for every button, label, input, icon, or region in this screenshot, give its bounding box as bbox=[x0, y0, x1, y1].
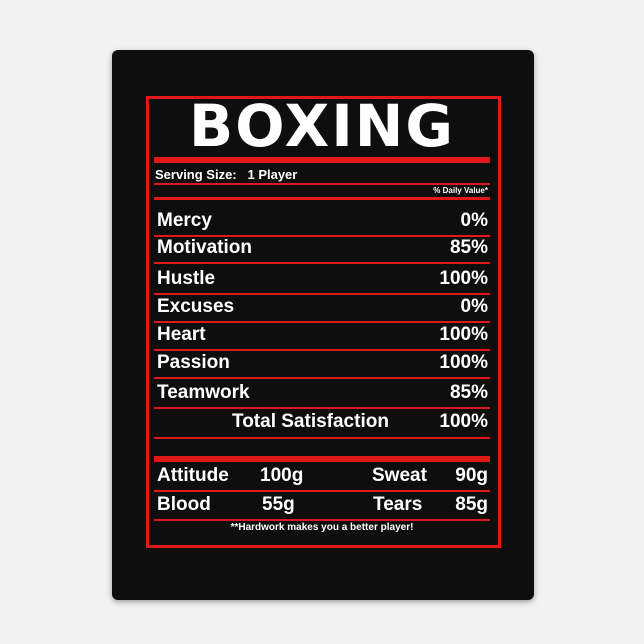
nutrient-value: 100% bbox=[439, 352, 488, 373]
nutrient-value: 0% bbox=[460, 210, 488, 231]
divider bbox=[154, 519, 490, 521]
label-frame bbox=[146, 96, 501, 548]
gram-label: Tears bbox=[373, 494, 423, 515]
divider bbox=[154, 321, 490, 323]
nutrient-value: 85% bbox=[449, 382, 488, 403]
divider bbox=[154, 197, 490, 200]
gram-label: Blood bbox=[157, 494, 211, 515]
daily-value-label: % Daily Value* bbox=[433, 186, 488, 195]
gram-label: Sweat bbox=[372, 465, 427, 486]
divider bbox=[154, 293, 490, 295]
divider bbox=[154, 490, 490, 492]
total-label: Total Satisfaction bbox=[232, 411, 389, 432]
gram-value: 100g bbox=[260, 465, 304, 486]
nutrient-label: Motivation bbox=[157, 237, 252, 258]
nutrient-label: Heart bbox=[157, 324, 206, 345]
divider bbox=[154, 235, 490, 237]
total-value: 100% bbox=[439, 411, 488, 432]
footnote: **Hardwork makes you a better player! bbox=[230, 522, 414, 533]
nutrient-label: Excuses bbox=[157, 296, 235, 317]
nutrient-value: 100% bbox=[439, 324, 488, 345]
divider bbox=[154, 262, 490, 264]
divider bbox=[154, 157, 490, 163]
nutrient-label: Teamwork bbox=[157, 382, 250, 403]
divider bbox=[154, 437, 490, 439]
nutrient-value: 0% bbox=[460, 296, 488, 317]
gram-value: 85g bbox=[455, 494, 488, 515]
title: BOXING bbox=[189, 92, 455, 160]
divider bbox=[154, 456, 490, 462]
gram-value: 90g bbox=[455, 465, 488, 486]
divider bbox=[154, 407, 490, 409]
nutrient-label: Mercy bbox=[157, 210, 212, 231]
nutrient-label: Passion bbox=[157, 352, 230, 373]
gram-value: 55g bbox=[262, 494, 295, 515]
divider bbox=[154, 349, 490, 351]
nutrient-value: 100% bbox=[439, 268, 488, 289]
divider bbox=[154, 183, 490, 185]
gram-label: Attitude bbox=[157, 465, 229, 486]
nutrient-label: Hustle bbox=[157, 268, 216, 289]
blanket bbox=[112, 50, 534, 600]
serving-size: Serving Size: 1 Player bbox=[155, 167, 298, 182]
nutrient-value: 85% bbox=[449, 237, 488, 258]
divider bbox=[154, 377, 490, 379]
